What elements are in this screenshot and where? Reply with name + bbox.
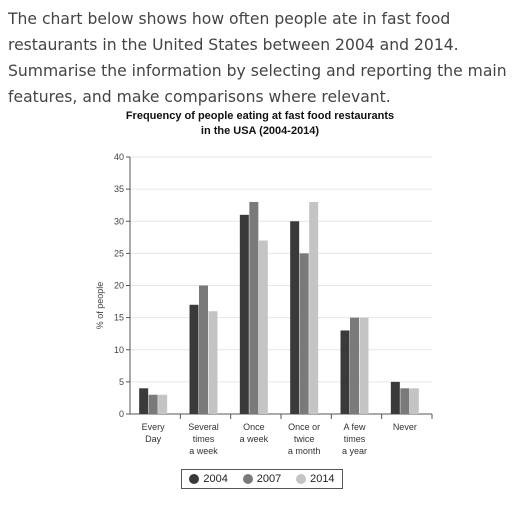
- y-tick-label: 0: [119, 409, 124, 419]
- bar-2007: [148, 394, 158, 414]
- x-tick-label: times: [344, 434, 366, 444]
- x-tick-label: Once: [243, 422, 265, 432]
- x-tick-label: Once or: [288, 422, 320, 432]
- bar-2014: [309, 201, 319, 414]
- task-prompt: The chart below shows how often people a…: [8, 6, 508, 110]
- x-tick-label: Never: [393, 422, 417, 432]
- prompt-line: restaurants in the United States between…: [8, 36, 459, 54]
- legend-label: 2004: [203, 473, 228, 485]
- bar-2014: [359, 317, 369, 414]
- bar-2004: [239, 214, 249, 414]
- y-tick-label: 10: [114, 345, 124, 355]
- bar-2007: [199, 285, 208, 414]
- x-tick-label: a week: [189, 446, 218, 456]
- prompt-line: The chart below shows how often people a…: [8, 10, 451, 28]
- legend-item-2007: 2007: [242, 473, 282, 485]
- bar-2004: [340, 330, 350, 414]
- y-tick-label: 5: [119, 377, 124, 387]
- prompt-line: features, and make comparisons where rel…: [8, 88, 391, 106]
- x-tick-label: Several: [188, 422, 219, 432]
- x-tick-label: a week: [240, 434, 269, 444]
- chart-legend: 2004 2007 2014: [181, 469, 343, 489]
- legend-label: 2007: [256, 473, 282, 485]
- bar-2014: [208, 311, 218, 414]
- legend-swatch-2014: [296, 474, 307, 484]
- y-tick-label: 20: [114, 281, 124, 291]
- bar-2004: [290, 221, 300, 414]
- bar-2004: [189, 304, 199, 414]
- bar-2014: [409, 388, 419, 414]
- bar-2007: [299, 253, 309, 414]
- legend-swatch-2007: [242, 474, 253, 484]
- legend-swatch-2004: [189, 474, 200, 484]
- y-tick-label: 15: [114, 313, 124, 323]
- x-tick-label: a month: [288, 446, 321, 456]
- x-tick-label: Every: [142, 422, 166, 432]
- bar-2007: [249, 201, 259, 414]
- bar-2014: [258, 240, 268, 414]
- chart-title: Frequency of people eating at fast food …: [80, 109, 440, 139]
- x-tick-label: A few: [343, 422, 366, 432]
- bar-2004: [139, 388, 149, 414]
- prompt-line: Summarise the information by selecting a…: [8, 62, 507, 80]
- x-tick-label: a year: [342, 446, 367, 456]
- legend-item-2014: 2014: [296, 473, 335, 485]
- bar-2004: [390, 381, 400, 414]
- y-tick-label: 25: [114, 248, 124, 258]
- y-tick-label: 35: [114, 184, 124, 194]
- y-axis-label: % of people: [95, 282, 105, 330]
- y-tick-label: 30: [114, 216, 124, 226]
- y-tick-label: 40: [114, 152, 124, 162]
- chart-title-line: in the USA (2004-2014): [200, 125, 320, 137]
- legend-item-2004: 2004: [189, 473, 228, 485]
- bar-2014: [158, 394, 168, 414]
- x-tick-label: times: [193, 434, 215, 444]
- bar-2007: [350, 317, 359, 414]
- chart-title-line: Frequency of people eating at fast food …: [125, 110, 395, 122]
- bar-2007: [400, 388, 410, 414]
- x-tick-label: Day: [145, 434, 162, 444]
- x-tick-label: twice: [294, 434, 315, 444]
- legend-label: 2014: [310, 473, 335, 485]
